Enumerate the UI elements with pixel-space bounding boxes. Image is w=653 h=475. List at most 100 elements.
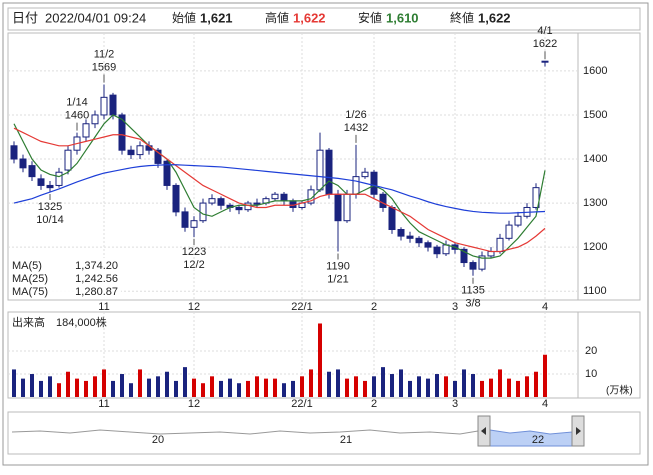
annotation-date: 11/2 xyxy=(94,48,115,60)
y-tick-label: 1400 xyxy=(583,153,607,165)
legend-value: 1,242.56 xyxy=(75,273,118,285)
volume-bar xyxy=(345,378,349,397)
candle-body xyxy=(10,145,18,160)
volume-bar xyxy=(291,380,295,397)
annotation-price: 1325 xyxy=(38,201,62,213)
volume-bar xyxy=(471,374,475,397)
volume-bar xyxy=(426,378,430,397)
candle-body xyxy=(46,184,54,189)
volume-last: 184,000株 xyxy=(56,315,107,329)
candle-body xyxy=(334,193,342,222)
candle-body xyxy=(397,229,405,237)
candle-body xyxy=(469,262,477,270)
volume-bar xyxy=(354,376,358,397)
volume-bar xyxy=(201,383,205,397)
volume-bar xyxy=(309,369,313,397)
candle-body xyxy=(28,165,36,178)
annotation-date: 12/2 xyxy=(183,259,204,271)
legend-value: 1,374.20 xyxy=(75,260,118,272)
legend-name: MA(25) xyxy=(12,273,48,285)
open-value: 1,621 xyxy=(200,10,233,25)
volume-bar xyxy=(129,383,133,397)
volume-bar xyxy=(399,369,403,397)
volume-bar xyxy=(246,380,250,397)
y-tick-label: 10 xyxy=(585,368,597,380)
candle-body xyxy=(541,60,549,63)
candle-body xyxy=(361,171,369,178)
y-tick-label: 1300 xyxy=(583,197,607,209)
volume-bar xyxy=(462,369,466,397)
x-tick-label: 11 xyxy=(98,301,109,313)
volume-bar xyxy=(147,378,151,397)
volume-bar xyxy=(264,378,268,397)
candle-body xyxy=(325,149,333,195)
navigator-label: 20 xyxy=(152,434,164,446)
candle-body xyxy=(55,171,63,186)
low-value: 1,610 xyxy=(386,10,419,25)
candle-body xyxy=(478,255,486,270)
candle-body xyxy=(127,149,135,156)
candle-body xyxy=(19,158,27,169)
handle-arrow xyxy=(576,427,581,435)
candle-body xyxy=(91,114,99,125)
candle-body xyxy=(514,215,522,226)
candle-body xyxy=(280,193,288,202)
annotation-date: 10/14 xyxy=(36,214,64,226)
volume-bar xyxy=(174,380,178,397)
candle-body xyxy=(442,244,450,255)
open-label: 始値 xyxy=(172,10,196,25)
legend-name: MA(5) xyxy=(12,260,42,272)
candle-body xyxy=(163,160,171,186)
navigator-line xyxy=(11,429,479,435)
volume-bar xyxy=(57,383,61,397)
volume-bar xyxy=(480,380,484,397)
navigator-label: 21 xyxy=(340,434,352,446)
high-label: 高値 xyxy=(265,10,289,25)
y-tick-label: 20 xyxy=(585,345,597,357)
volume-bar xyxy=(327,371,331,397)
volume-bar xyxy=(453,380,457,397)
annotation-price: 1460 xyxy=(65,109,89,121)
annotation-price: 1135 xyxy=(461,285,485,297)
x-tick-label: 11 xyxy=(98,398,109,410)
volume-bar xyxy=(228,378,232,397)
annotation-price: 1622 xyxy=(533,38,557,50)
candle-body xyxy=(100,96,108,116)
volume-bar xyxy=(408,380,412,397)
volume-bar xyxy=(318,323,322,397)
volume-bar xyxy=(363,380,367,397)
candle-body xyxy=(235,206,243,211)
candle-body xyxy=(64,149,72,171)
annotation-date: 1/14 xyxy=(66,96,87,108)
candle-body xyxy=(172,184,180,213)
volume-bar xyxy=(336,369,340,397)
high-value: 1,622 xyxy=(293,10,326,25)
volume-bar xyxy=(237,383,241,397)
candle-body xyxy=(136,145,144,156)
x-tick-label: 2 xyxy=(371,301,377,313)
candle-body xyxy=(379,193,387,208)
volume-bar xyxy=(417,376,421,397)
candle-body xyxy=(154,149,162,164)
y-tick-label: 1100 xyxy=(583,285,607,297)
x-tick-label: 12 xyxy=(188,398,200,410)
candle-body xyxy=(424,242,432,248)
volume-bar xyxy=(21,378,25,397)
candle-body xyxy=(433,246,441,255)
volume-bar xyxy=(444,376,448,397)
y-tick-label: 1600 xyxy=(583,65,607,77)
annotation-date: 1/26 xyxy=(345,109,366,121)
annotation-date: 3/8 xyxy=(465,298,480,310)
volume-bar xyxy=(75,378,79,397)
volume-bar xyxy=(48,376,52,397)
volume-bar xyxy=(390,374,394,397)
candle-body xyxy=(181,211,189,228)
candle-body xyxy=(118,114,126,151)
price-panel xyxy=(7,32,641,301)
volume-bar xyxy=(39,380,43,397)
volume-bar xyxy=(381,367,385,397)
legend-name: MA(75) xyxy=(12,286,48,298)
volume-bar xyxy=(210,376,214,397)
x-tick-label: 22/1 xyxy=(291,301,312,313)
volume-bar xyxy=(507,378,511,397)
